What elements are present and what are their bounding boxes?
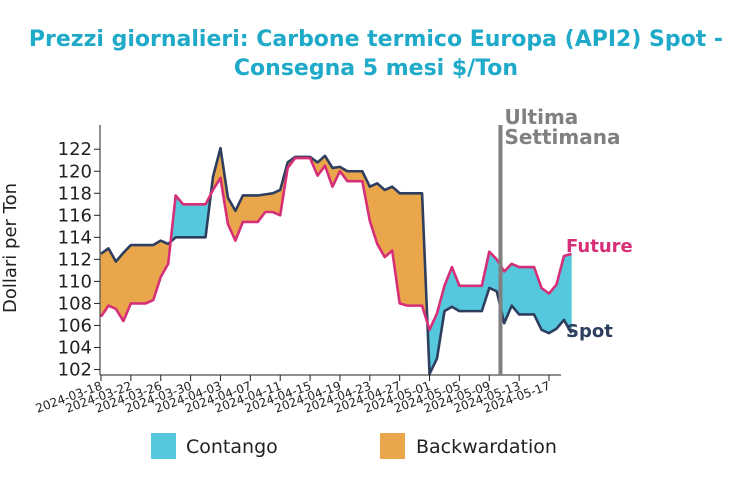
legend-contango-label: Contango [186,436,278,458]
legend: Contango Backwardation [151,433,557,459]
contango-fill [526,266,535,315]
backwardation-fill [130,244,139,304]
y-tick-label: 102 [58,359,92,380]
contango-fill [459,285,468,312]
y-tick-label: 116 [58,205,92,226]
backwardation-fill [347,170,356,182]
chart-title-line-2: Consegna 5 mesi $/Ton [234,56,518,81]
last-week-label-line-1: Ultima [504,105,578,129]
y-tick-label: 118 [58,183,92,204]
plot-area [99,146,573,376]
spot-end-label: Spot [566,321,613,342]
last-week-annotation: Ultima Settimana [498,105,620,375]
y-tick-label: 110 [58,271,92,292]
legend-contango-swatch [151,433,176,459]
backwardation-fill [414,192,423,306]
future-line [99,156,572,332]
backwardation-fill [406,192,415,306]
legend-backwardation-swatch [380,433,405,459]
backwardation-fill [354,170,363,182]
spot-line [100,146,573,376]
backwardation-fill [399,192,408,307]
backwardation-fill [264,192,274,213]
y-tick-label: 114 [58,227,92,248]
y-tick-label: 122 [58,139,92,160]
contango-fill [197,203,206,238]
legend-backwardation-label: Backwardation [416,436,557,458]
backwardation-fill [138,244,147,304]
y-tick-label: 120 [58,161,92,182]
x-ticks: 2024-03-182024-03-222024-03-262024-03-30… [34,375,552,416]
contango-fill [518,266,527,315]
contango-fill [541,287,550,334]
backwardation-fill [242,195,251,223]
backwardation-fill [250,195,259,223]
y-tick-label: 108 [58,293,92,314]
y-tick-label: 106 [58,315,92,336]
backwardation-fill [384,186,393,258]
y-tick-label: 112 [58,249,92,270]
backwardation-fill [145,244,154,304]
contango-fill [190,203,199,238]
y-axis-label: Dollari per Ton [0,183,21,313]
contango-fill [466,285,475,312]
contango-fill [182,203,191,238]
line-layer [99,146,573,376]
contango-fill [474,285,483,312]
last-week-label-line-2: Settimana [504,125,620,149]
chart-title-line-1: Prezzi giornalieri: Carbone termico Euro… [29,27,723,52]
future-end-label: Future [566,236,633,257]
y-tick-label: 104 [58,337,92,358]
